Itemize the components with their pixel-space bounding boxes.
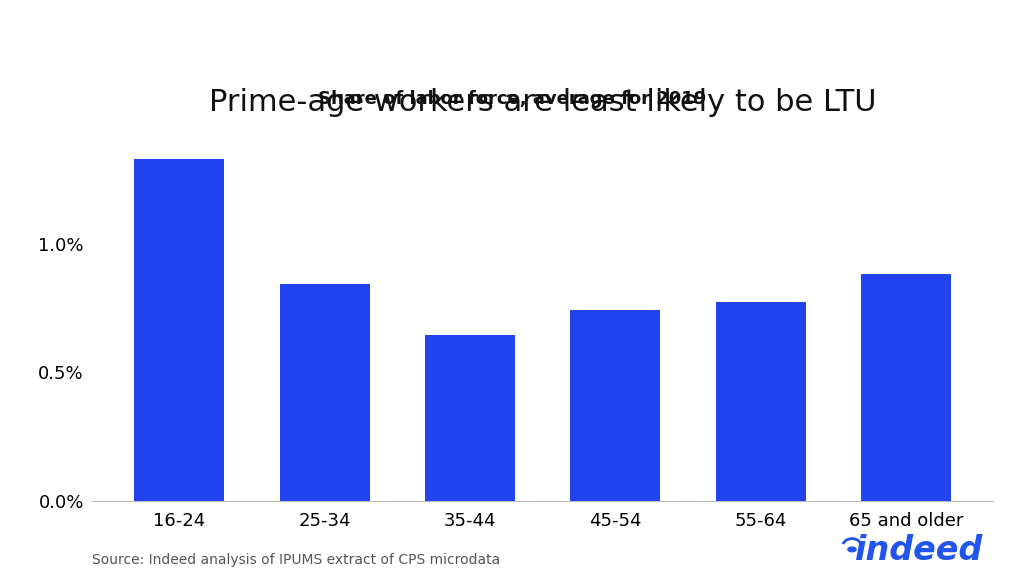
- Bar: [861, 274, 951, 501]
- Bar: [280, 284, 370, 501]
- Circle shape: [848, 547, 856, 552]
- Bar: [134, 159, 224, 501]
- Text: Share of labor force, average for 2019: Share of labor force, average for 2019: [317, 90, 707, 108]
- Title: Prime-age workers are least likely to be LTU: Prime-age workers are least likely to be…: [209, 88, 877, 117]
- Bar: [570, 310, 660, 501]
- Text: Source: Indeed analysis of IPUMS extract of CPS microdata: Source: Indeed analysis of IPUMS extract…: [92, 553, 501, 567]
- Bar: [425, 335, 515, 501]
- Bar: [716, 302, 806, 501]
- Text: indeed: indeed: [855, 534, 983, 567]
